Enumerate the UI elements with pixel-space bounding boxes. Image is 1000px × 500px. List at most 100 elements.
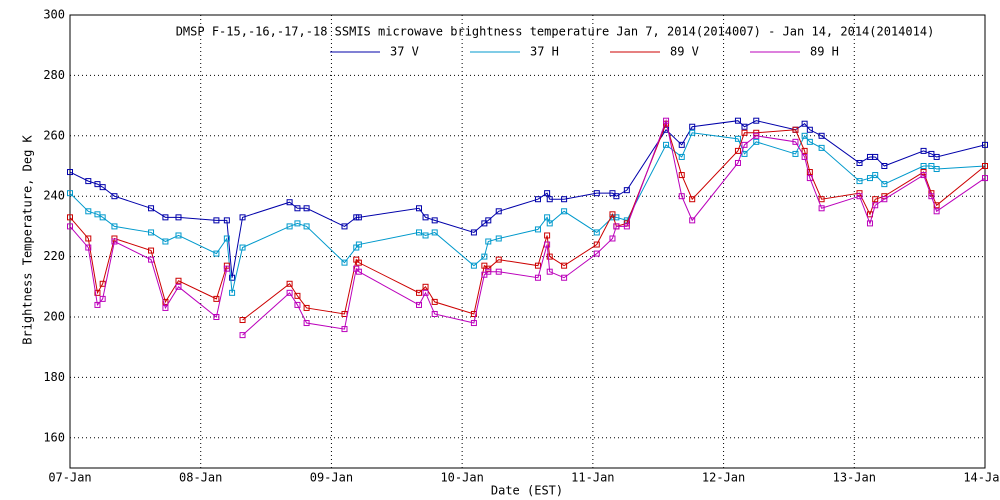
x-tick-label: 09-Jan xyxy=(310,471,353,485)
point-marker xyxy=(609,235,616,242)
chart-title: DMSP F-15,-16,-17,-18 SSMIS microwave br… xyxy=(176,25,935,39)
point-marker xyxy=(872,202,879,209)
point-marker xyxy=(213,250,220,257)
point-marker xyxy=(734,159,741,166)
point-marker xyxy=(561,208,568,215)
point-marker xyxy=(148,247,155,254)
point-marker xyxy=(99,214,106,221)
point-marker xyxy=(341,259,348,266)
point-marker xyxy=(223,265,230,272)
point-marker xyxy=(294,301,301,308)
point-marker xyxy=(856,193,863,200)
point-marker xyxy=(341,223,348,230)
point-marker xyxy=(294,292,301,299)
point-marker xyxy=(148,205,155,212)
point-marker xyxy=(534,274,541,281)
point-marker xyxy=(792,126,799,133)
point-marker xyxy=(678,141,685,148)
point-marker xyxy=(85,235,92,242)
point-marker xyxy=(818,132,825,139)
point-marker xyxy=(175,283,182,290)
point-marker xyxy=(223,217,230,224)
point-marker xyxy=(546,253,553,260)
point-marker xyxy=(422,232,429,239)
point-marker xyxy=(94,301,101,308)
point-marker xyxy=(286,289,293,296)
point-marker xyxy=(920,163,927,169)
point-marker xyxy=(689,217,696,224)
point-marker xyxy=(818,144,825,151)
point-marker xyxy=(485,217,492,224)
point-marker xyxy=(544,214,551,221)
point-marker xyxy=(341,326,348,333)
point-marker xyxy=(294,205,301,212)
point-marker xyxy=(99,184,106,191)
point-marker xyxy=(239,332,246,339)
point-marker xyxy=(495,268,502,275)
point-marker xyxy=(593,241,600,248)
point-marker xyxy=(286,223,293,230)
point-marker xyxy=(85,208,92,215)
point-marker xyxy=(303,205,310,212)
x-tick-label: 07-Jan xyxy=(48,471,91,485)
point-marker xyxy=(866,175,873,182)
point-marker xyxy=(561,262,568,269)
point-marker xyxy=(85,244,92,251)
point-marker xyxy=(162,298,169,305)
point-marker xyxy=(982,175,988,182)
point-marker xyxy=(303,223,310,230)
y-tick-label: 200 xyxy=(43,310,65,324)
point-marker xyxy=(85,178,92,185)
point-marker xyxy=(431,229,438,236)
series-line xyxy=(242,122,986,321)
point-marker xyxy=(818,196,825,203)
point-marker xyxy=(753,132,760,139)
point-marker xyxy=(239,317,246,324)
point-marker xyxy=(481,262,488,269)
point-marker xyxy=(422,214,429,221)
point-marker xyxy=(734,147,741,154)
point-marker xyxy=(94,181,101,188)
point-marker xyxy=(229,289,236,296)
point-marker xyxy=(678,153,685,160)
series-line xyxy=(69,132,986,293)
point-marker xyxy=(801,120,808,127)
point-marker xyxy=(753,129,760,136)
point-marker xyxy=(982,163,988,169)
x-tick-label: 10-Jan xyxy=(440,471,483,485)
point-marker xyxy=(872,153,879,160)
point-marker xyxy=(294,220,301,227)
point-marker xyxy=(593,190,600,197)
x-tick-label: 12-Jan xyxy=(702,471,745,485)
point-marker xyxy=(534,262,541,269)
point-marker xyxy=(67,190,73,197)
point-marker xyxy=(470,229,477,236)
point-marker xyxy=(111,193,118,200)
point-marker xyxy=(495,208,502,215)
point-marker xyxy=(485,265,492,272)
y-tick-label: 260 xyxy=(43,128,65,142)
point-marker xyxy=(856,159,863,166)
y-tick-label: 220 xyxy=(43,249,65,263)
legend-label: 89 V xyxy=(670,45,699,59)
point-marker xyxy=(792,138,799,145)
point-marker xyxy=(286,280,293,287)
point-marker xyxy=(933,208,940,215)
series-line xyxy=(69,120,986,278)
point-marker xyxy=(818,205,825,212)
point-marker xyxy=(544,232,551,239)
point-marker xyxy=(806,175,813,182)
point-marker xyxy=(162,238,169,245)
point-marker xyxy=(801,147,808,154)
point-marker xyxy=(111,238,118,245)
point-marker xyxy=(881,163,888,169)
point-marker xyxy=(920,147,927,154)
point-marker xyxy=(663,141,670,148)
x-tick-label: 11-Jan xyxy=(571,471,614,485)
point-marker xyxy=(303,304,310,311)
point-marker xyxy=(678,172,685,179)
point-marker xyxy=(416,301,423,308)
point-marker xyxy=(689,196,696,203)
point-marker xyxy=(470,320,477,327)
